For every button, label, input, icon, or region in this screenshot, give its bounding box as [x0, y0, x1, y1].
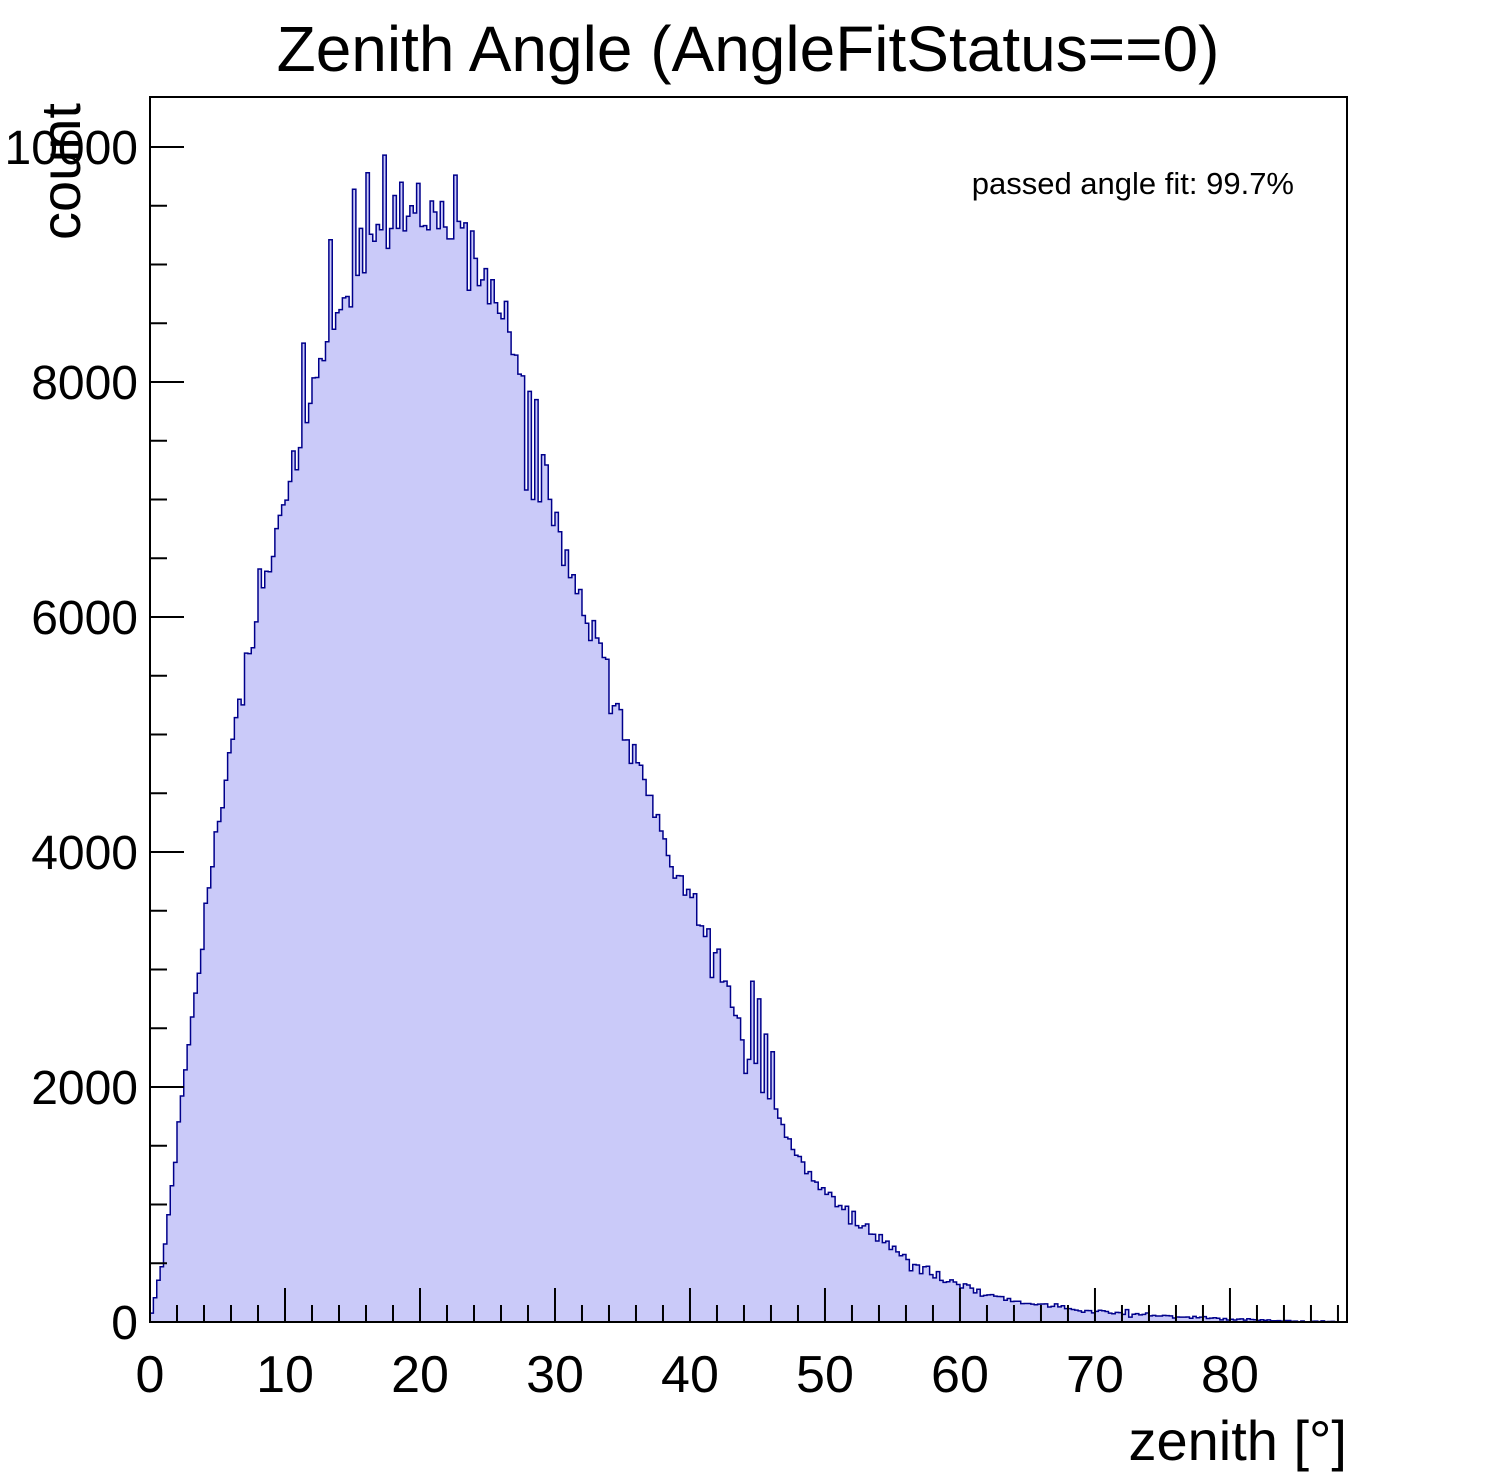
x-axis-title: zenith [°]	[1128, 1409, 1347, 1472]
y-axis-tick-label: 8000	[31, 357, 138, 410]
x-axis-tick-label: 20	[391, 1346, 449, 1404]
x-axis-tick-label: 70	[1066, 1346, 1124, 1404]
y-axis-title: count	[29, 103, 92, 240]
x-axis-tick-label: 50	[796, 1346, 854, 1404]
y-axis-tick-label: 0	[111, 1297, 138, 1350]
histogram-fill	[150, 155, 1345, 1322]
chart-title: Zenith Angle (AngleFitStatus==0)	[276, 13, 1220, 85]
x-axis-tick-label: 30	[526, 1346, 584, 1404]
plot-dynamic-layer: 0 10 20 30 40 50 60 70 80 0 2000 4000 6000 8000 10000	[5, 122, 1346, 1404]
y-axis-tick-label: 2000	[31, 1062, 138, 1115]
x-axis-tick-label: 40	[661, 1346, 719, 1404]
plot-frame	[149, 96, 1348, 1323]
y-axis-tick-label: 10000	[5, 122, 138, 175]
x-axis-tick-label: 10	[256, 1346, 314, 1404]
x-axis-tick-label: 0	[136, 1346, 165, 1404]
histogram-outline	[149, 154, 1346, 1323]
x-axis-tick-label: 60	[931, 1346, 989, 1404]
annotation-passed-angle-fit: passed angle fit: 99.7%	[972, 166, 1294, 201]
y-axis-tick-label: 4000	[31, 827, 138, 880]
y-axis-tick-label: 6000	[31, 592, 138, 645]
x-axis-tick-label: 80	[1201, 1346, 1259, 1404]
